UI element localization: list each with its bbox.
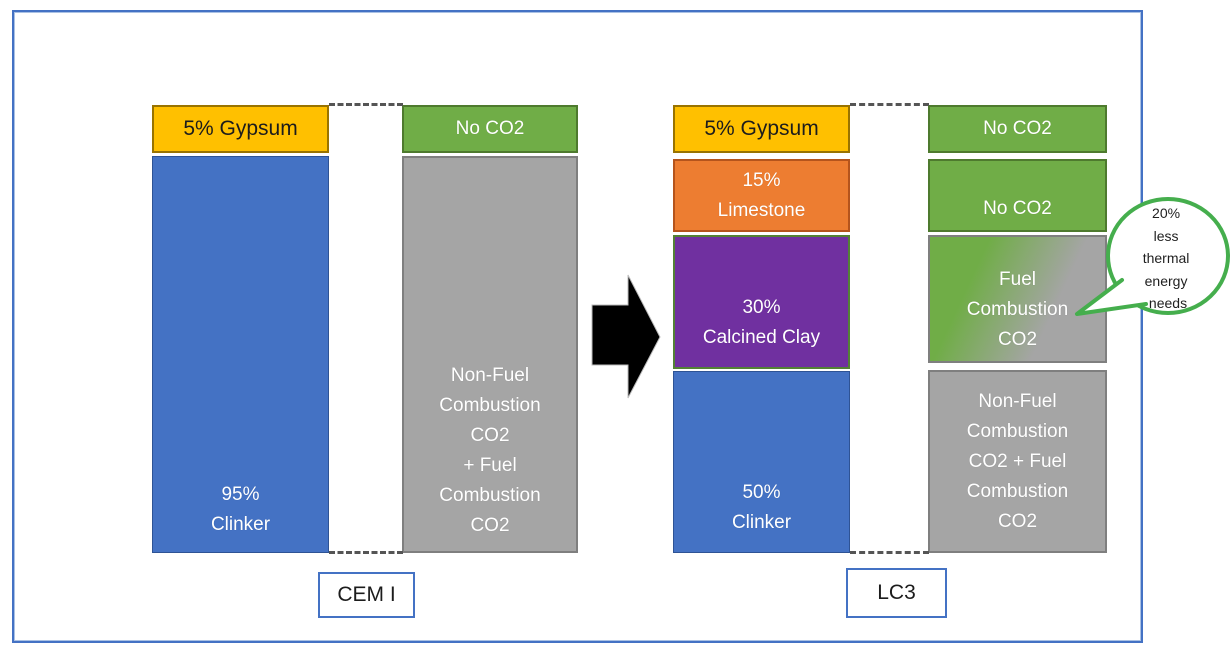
cem1-name-box: CEM I [318,572,415,618]
lc3-bottom-connector-dashed-line [850,551,929,554]
cem1-co2-line1: Non-Fuel [450,365,530,386]
lc3-co2-line3: CO2 + Fuel [968,450,1067,472]
lc3-combined-co2-segment: Non-Fuel Combustion CO2 + Fuel Combustio… [928,370,1107,553]
lc3-no-co2-top-label: No CO2 [983,118,1052,139]
lc3-clinker-line1: 50% [742,482,781,503]
lc3-co2-line4: Combustion [966,480,1069,502]
cem1-gypsum-label: 5% Gypsum [183,117,298,140]
lc3-fuel-line3: CO2 [997,329,1038,350]
cem1-combined-co2-segment: Non-Fuel Combustion CO2 + Fuel Combustio… [402,156,578,553]
callout-line5: needs [1149,295,1187,311]
callout-line1: 20% [1152,205,1180,221]
cem1-no-co2-label: No CO2 [455,118,525,139]
cem1-clinker-label-line1: 95% [221,484,260,505]
cem1-no-co2-segment: No CO2 [402,105,578,153]
cem1-top-connector-dashed-line [329,103,403,106]
cem1-co2-line6: CO2 [470,515,510,536]
lc3-gypsum-label: 5% Gypsum [704,117,819,140]
cem1-clinker-segment: 95% Clinker [152,156,329,553]
lc3-co2-line5: CO2 [997,510,1038,532]
callout-line4: energy [1145,273,1188,289]
lc3-co2-line2: Combustion [966,420,1069,442]
lc3-limestone-line2: Limestone [717,199,806,221]
callout-circle [1106,197,1230,315]
lc3-limestone-segment: 15% Limestone [673,159,850,232]
transform-arrow-icon [591,274,661,399]
lc3-gypsum-segment: 5% Gypsum [673,105,850,153]
lc3-clinker-segment: 50% Clinker [673,371,850,553]
lc3-fuel-combustion-co2-segment: Fuel Combustion CO2 [928,235,1107,363]
lc3-name-box: LC3 [846,568,947,618]
callout-text: 20% less thermal energy needs [1143,205,1194,311]
cem1-name-label: CEM I [337,583,396,606]
cem1-clinker-label-line2: Clinker [210,514,271,535]
lc3-calcined-clay-segment: 30% Calcined Clay [673,235,850,369]
callout-line2: less [1154,228,1179,244]
lc3-fuel-line2: Combustion [966,299,1069,320]
lc3-clay-line2: Calcined Clay [702,327,821,348]
lc3-no-co2-limestone-segment: No CO2 [928,159,1107,232]
lc3-co2-line1: Non-Fuel [978,390,1057,412]
lc3-clay-line1: 30% [742,297,781,318]
lc3-no-co2-gypsum-segment: No CO2 [928,105,1107,153]
lc3-limestone-line1: 15% [742,169,781,191]
thermal-energy-callout-bubble: 20% less thermal energy needs [1075,197,1230,316]
cem1-co2-line4: + Fuel [463,455,517,476]
slide-frame-border [12,10,1143,643]
cem1-co2-line3: CO2 [470,425,510,446]
lc3-no-co2-limestone-label: No CO2 [983,198,1052,219]
cem1-bottom-connector-dashed-line [329,551,403,554]
cem1-co2-line2: Combustion [439,395,541,416]
cem1-co2-line5: Combustion [439,485,541,506]
lc3-top-connector-dashed-line [850,103,929,106]
cem1-gypsum-segment: 5% Gypsum [152,105,329,153]
callout-tail [1075,278,1148,316]
lc3-clinker-line2: Clinker [731,512,792,533]
lc3-fuel-line1: Fuel [999,269,1036,290]
lc3-name-label: LC3 [877,581,916,604]
callout-line3: thermal [1143,250,1190,266]
